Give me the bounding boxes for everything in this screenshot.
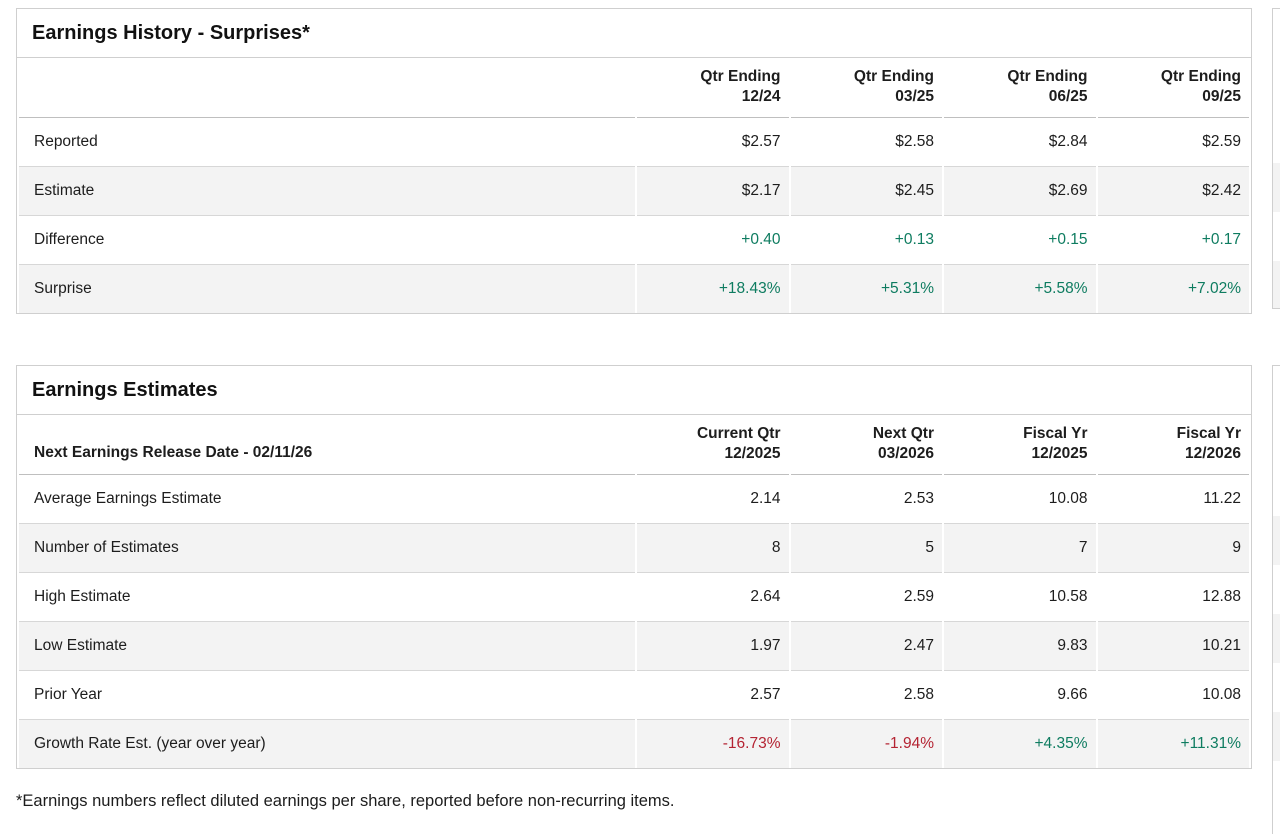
value-cell: 10.08: [1097, 671, 1249, 720]
value-cell: 2.47: [790, 622, 942, 671]
value-cell: $2.17: [637, 167, 789, 216]
table-row-surprise: Surprise +18.43% +5.31% +5.58% +7.02%: [19, 265, 1249, 313]
value-cell: 8: [637, 524, 789, 573]
row-label: Low Estimate: [19, 622, 635, 671]
row-label: Average Earnings Estimate: [19, 475, 635, 524]
value-cell: +5.31%: [790, 265, 942, 313]
value-cell: $2.45: [790, 167, 942, 216]
value-cell: 2.14: [637, 475, 789, 524]
column-header: Fiscal Yr 12/2026: [1097, 415, 1249, 475]
header-row: Qtr Ending 12/24 Qtr Ending 03/25 Qtr En…: [19, 58, 1249, 118]
row-label: Difference: [19, 216, 635, 265]
value-cell: $2.59: [1097, 118, 1249, 167]
table-row-difference: Difference +0.40 +0.13 +0.15 +0.17: [19, 216, 1249, 265]
table-row-growth-rate: Growth Rate Est. (year over year) -16.73…: [19, 720, 1249, 768]
column-header: Fiscal Yr 12/2025: [944, 415, 1096, 475]
value-cell: 10.21: [1097, 622, 1249, 671]
earnings-history-panel: Earnings History - Surprises* Qtr Ending…: [16, 8, 1252, 314]
value-cell: +0.13: [790, 216, 942, 265]
earnings-history-table: Qtr Ending 12/24 Qtr Ending 03/25 Qtr En…: [17, 58, 1251, 313]
column-header-empty: [19, 58, 635, 118]
earnings-estimates-panel: Earnings Estimates Next Earnings Release…: [16, 365, 1252, 769]
value-cell: $2.57: [637, 118, 789, 167]
table-row-reported: Reported $2.57 $2.58 $2.84 $2.59: [19, 118, 1249, 167]
clipped-row-stripe: [1273, 516, 1280, 565]
header-row: Next Earnings Release Date - 02/11/26 Cu…: [19, 415, 1249, 475]
clipped-row-stripe: [1273, 712, 1280, 761]
row-label: Surprise: [19, 265, 635, 313]
table-row-low-estimate: Low Estimate 1.97 2.47 9.83 10.21: [19, 622, 1249, 671]
value-cell: 2.57: [637, 671, 789, 720]
value-cell: 2.53: [790, 475, 942, 524]
clipped-row-stripe: [1273, 261, 1280, 308]
value-cell: +5.58%: [944, 265, 1096, 313]
value-cell: $2.69: [944, 167, 1096, 216]
row-label: Prior Year: [19, 671, 635, 720]
column-header: Qtr Ending 03/25: [790, 58, 942, 118]
value-cell: $2.58: [790, 118, 942, 167]
table-row-high-estimate: High Estimate 2.64 2.59 10.58 12.88: [19, 573, 1249, 622]
earnings-history-title: Earnings History - Surprises*: [17, 9, 1251, 58]
value-cell: 9: [1097, 524, 1249, 573]
value-cell: 5: [790, 524, 942, 573]
value-cell: 11.22: [1097, 475, 1249, 524]
column-header: Next Qtr 03/2026: [790, 415, 942, 475]
earnings-estimates-title: Earnings Estimates: [17, 366, 1251, 415]
value-cell: $2.42: [1097, 167, 1249, 216]
table-row-estimate: Estimate $2.17 $2.45 $2.69 $2.42: [19, 167, 1249, 216]
column-header: Qtr Ending 09/25: [1097, 58, 1249, 118]
column-header: Qtr Ending 06/25: [944, 58, 1096, 118]
value-cell: 10.58: [944, 573, 1096, 622]
value-cell: $2.84: [944, 118, 1096, 167]
clipped-adjacent-panel-bottom: [1272, 365, 1280, 834]
earnings-footnote: *Earnings numbers reflect diluted earnin…: [16, 792, 675, 810]
row-label: Reported: [19, 118, 635, 167]
value-cell: 9.83: [944, 622, 1096, 671]
value-cell: 2.59: [790, 573, 942, 622]
value-cell: -16.73%: [637, 720, 789, 768]
table-row-prior-year: Prior Year 2.57 2.58 9.66 10.08: [19, 671, 1249, 720]
value-cell: 1.97: [637, 622, 789, 671]
value-cell: 12.88: [1097, 573, 1249, 622]
row-label: Growth Rate Est. (year over year): [19, 720, 635, 768]
value-cell: 9.66: [944, 671, 1096, 720]
clipped-row-stripe: [1273, 614, 1280, 663]
value-cell: -1.94%: [790, 720, 942, 768]
clipped-row-stripe: [1273, 163, 1280, 212]
value-cell: 2.64: [637, 573, 789, 622]
value-cell: +4.35%: [944, 720, 1096, 768]
value-cell: 10.08: [944, 475, 1096, 524]
clipped-adjacent-panel-top: [1272, 8, 1280, 309]
row-label: High Estimate: [19, 573, 635, 622]
column-header: Qtr Ending 12/24: [637, 58, 789, 118]
table-row-number-of-estimates: Number of Estimates 8 5 7 9: [19, 524, 1249, 573]
earnings-estimates-table: Next Earnings Release Date - 02/11/26 Cu…: [17, 415, 1251, 768]
column-header: Current Qtr 12/2025: [637, 415, 789, 475]
next-earnings-release-date: Next Earnings Release Date - 02/11/26: [19, 415, 635, 475]
value-cell: +7.02%: [1097, 265, 1249, 313]
value-cell: +0.17: [1097, 216, 1249, 265]
table-row-average-earnings-estimate: Average Earnings Estimate 2.14 2.53 10.0…: [19, 475, 1249, 524]
value-cell: 2.58: [790, 671, 942, 720]
value-cell: 7: [944, 524, 1096, 573]
row-label: Number of Estimates: [19, 524, 635, 573]
row-label: Estimate: [19, 167, 635, 216]
value-cell: +11.31%: [1097, 720, 1249, 768]
value-cell: +0.15: [944, 216, 1096, 265]
value-cell: +18.43%: [637, 265, 789, 313]
value-cell: +0.40: [637, 216, 789, 265]
